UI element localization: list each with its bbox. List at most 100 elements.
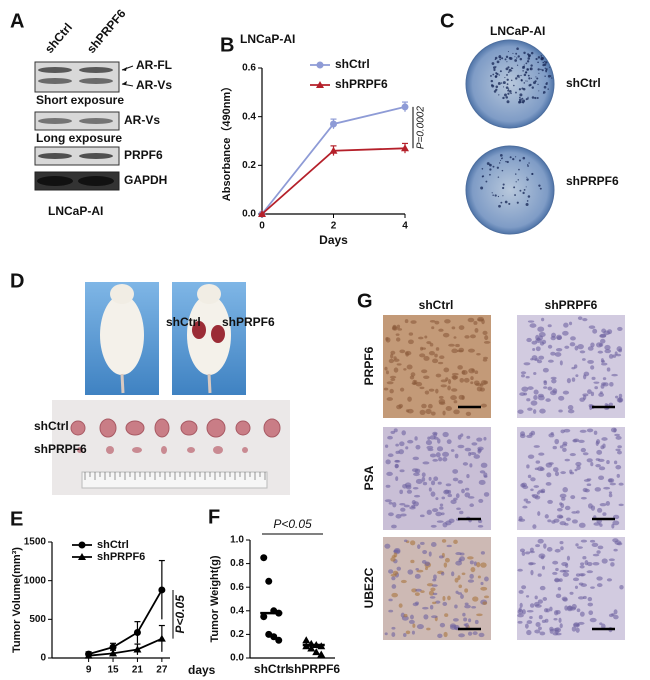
colony bbox=[498, 74, 500, 76]
colony bbox=[507, 88, 510, 90]
nucleus bbox=[428, 551, 432, 557]
colony bbox=[496, 166, 499, 169]
nucleus bbox=[608, 478, 613, 483]
colony bbox=[501, 57, 504, 60]
colony bbox=[525, 186, 527, 188]
nucleus bbox=[537, 573, 542, 577]
nucleus bbox=[438, 398, 446, 405]
nucleus bbox=[424, 390, 430, 395]
nucleus bbox=[549, 626, 554, 632]
colony bbox=[527, 164, 529, 166]
nucleus bbox=[587, 359, 594, 364]
nucleus bbox=[562, 487, 568, 493]
nucleus bbox=[435, 511, 442, 517]
nucleus bbox=[604, 403, 608, 407]
nucleus bbox=[539, 631, 546, 636]
nucleus bbox=[544, 514, 549, 519]
nucleus bbox=[615, 435, 622, 440]
nucleus bbox=[569, 469, 573, 474]
nucleus bbox=[444, 489, 450, 494]
nucleus bbox=[482, 358, 488, 362]
nucleus bbox=[576, 608, 581, 613]
nucleus bbox=[533, 445, 540, 448]
nucleus bbox=[558, 578, 563, 583]
colony bbox=[489, 164, 491, 166]
x-tick-label: shPRPF6 bbox=[287, 662, 340, 676]
colony bbox=[525, 62, 528, 65]
colony bbox=[481, 167, 484, 170]
exposure-label: Long exposure bbox=[36, 131, 122, 145]
nucleus bbox=[419, 353, 426, 358]
nucleus bbox=[539, 341, 545, 346]
nucleus bbox=[577, 621, 585, 625]
nucleus bbox=[392, 501, 397, 508]
nucleus bbox=[550, 376, 557, 380]
nucleus bbox=[586, 428, 594, 433]
nucleus bbox=[476, 353, 481, 356]
nucleus bbox=[395, 443, 399, 447]
nucleus bbox=[590, 461, 594, 467]
nucleus bbox=[398, 603, 403, 608]
nucleus bbox=[559, 623, 563, 629]
colony bbox=[519, 93, 523, 97]
marker bbox=[329, 146, 338, 154]
nucleus bbox=[599, 502, 607, 507]
nucleus bbox=[571, 377, 576, 382]
column-label: shPRPF6 bbox=[545, 298, 598, 312]
nucleus bbox=[437, 438, 441, 444]
nucleus bbox=[481, 319, 485, 325]
nucleus bbox=[412, 486, 419, 490]
nucleus bbox=[559, 493, 567, 499]
nucleus bbox=[396, 566, 402, 571]
nucleus bbox=[552, 445, 557, 450]
nucleus bbox=[464, 604, 471, 609]
nucleus bbox=[384, 499, 392, 503]
marker bbox=[157, 634, 166, 642]
colony bbox=[491, 62, 495, 65]
nucleus bbox=[531, 494, 535, 497]
nucleus bbox=[470, 381, 474, 385]
nucleus bbox=[611, 373, 618, 377]
colony bbox=[502, 96, 505, 100]
nucleus bbox=[406, 364, 413, 370]
nucleus bbox=[388, 609, 394, 613]
nucleus bbox=[422, 549, 428, 555]
nucleus bbox=[591, 376, 596, 380]
nucleus bbox=[432, 508, 439, 513]
nucleus bbox=[464, 492, 471, 498]
nucleus bbox=[459, 377, 465, 383]
nucleus bbox=[436, 446, 444, 452]
nucleus bbox=[566, 605, 574, 612]
nucleus bbox=[525, 551, 531, 555]
nucleus bbox=[546, 547, 553, 552]
nucleus bbox=[454, 577, 459, 583]
nucleus bbox=[596, 449, 603, 455]
nucleus bbox=[615, 448, 621, 452]
nucleus bbox=[548, 462, 554, 465]
nucleus bbox=[480, 403, 487, 408]
nucleus bbox=[464, 447, 472, 452]
colony bbox=[520, 78, 523, 82]
nucleus bbox=[601, 362, 608, 366]
nucleus bbox=[392, 324, 397, 330]
nucleus bbox=[555, 567, 559, 572]
tumor bbox=[242, 447, 248, 453]
nucleus bbox=[388, 598, 393, 602]
nucleus bbox=[476, 386, 483, 392]
colony bbox=[547, 88, 549, 90]
colony bbox=[538, 184, 541, 187]
nucleus bbox=[467, 579, 475, 583]
nucleus bbox=[547, 519, 552, 523]
nucleus bbox=[522, 505, 528, 509]
nucleus bbox=[590, 342, 595, 348]
marker bbox=[258, 210, 266, 217]
nucleus bbox=[428, 487, 432, 492]
nucleus bbox=[464, 487, 470, 491]
nucleus bbox=[432, 578, 437, 582]
colony bbox=[522, 87, 526, 91]
nucleus bbox=[534, 595, 538, 600]
nucleus bbox=[442, 431, 449, 438]
colony bbox=[526, 68, 529, 71]
colony bbox=[543, 90, 546, 94]
